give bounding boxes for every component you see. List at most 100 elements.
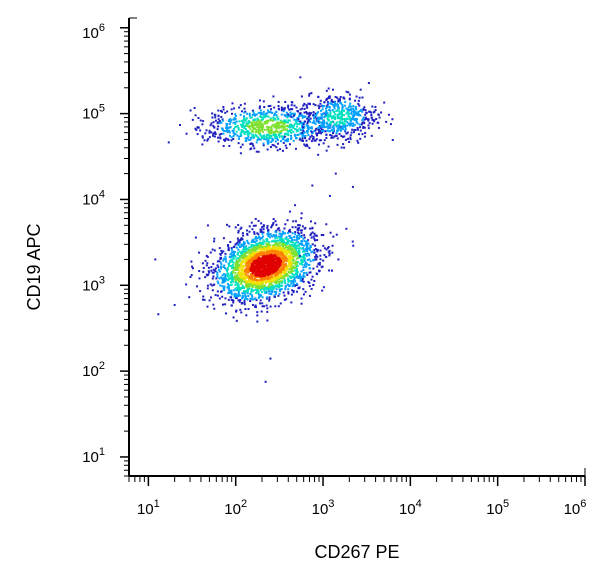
lower-population-dot [260,277,263,280]
upper-population-dot [256,124,259,127]
lower-population-dot [288,275,291,278]
upper-population-dot [242,124,245,127]
lower-population-dot [224,258,227,261]
lower-population-dot [214,294,217,297]
upper-population-dot [237,126,240,129]
lower-population-dot [242,261,245,264]
lower-population-dot [257,263,260,266]
lower-population-dot [315,253,318,256]
upper-population-dot [337,103,340,106]
lower-population-dot [284,253,287,256]
lower-population-dot [237,223,240,226]
upper-population-dot [319,132,322,135]
lower-population-dot [254,305,257,308]
lower-population-dot [280,249,283,252]
lower-population-dot [204,276,207,279]
lower-population-dot [280,244,283,247]
upper-population-dot [234,125,237,128]
lower-population-dot [300,270,303,273]
upper-population-dot [225,137,228,140]
upper-population-dot [255,124,258,127]
lower-population-dot [306,252,309,255]
upper-population-dot [274,133,277,136]
lower-population-dot [243,292,246,295]
lower-population-dot [262,224,265,227]
lower-population-dot [295,239,298,242]
lower-population-dot [261,259,264,262]
lower-population-dot [220,263,223,266]
upper-population-dot [282,129,285,132]
upper-population-dot [362,121,365,124]
upper-population-dot [297,133,300,136]
upper-population-dot [357,110,360,113]
upper-population-dot [336,117,339,120]
lower-population-dot [277,269,280,272]
lower-population-dot [262,228,265,231]
lower-population-dot [306,273,309,276]
outlier-dot [313,251,316,254]
upper-population-dot [237,128,240,131]
lower-population-dot [266,253,269,256]
upper-population-dot [302,115,305,118]
upper-population-dot [367,127,370,130]
lower-population-dot [251,272,254,275]
upper-population-dot [349,122,352,125]
lower-population-dot [272,246,275,249]
upper-population-dot [310,92,313,95]
lower-population-dot [265,243,268,246]
upper-population-dot [367,119,370,122]
lower-population-dot [282,243,285,246]
upper-population-dot [286,124,289,127]
lower-population-dot [279,275,282,278]
lower-population-dot [293,276,296,279]
lower-population-dot [228,225,231,228]
lower-population-dot [230,289,233,292]
lower-population-dot [265,254,268,257]
lower-population-dot [292,274,295,277]
upper-population-dot [243,119,246,122]
lower-population-dot [237,257,240,260]
lower-population-dot [252,280,255,283]
lower-population-dot [272,221,275,224]
lower-population-dot [296,254,299,257]
outlier-dot [328,194,331,197]
upper-population-dot [267,105,270,108]
upper-population-dot [354,113,357,116]
upper-population-dot [282,121,285,124]
lower-population-dot [266,259,269,262]
upper-population-dot [276,137,279,140]
upper-population-dot [362,107,365,110]
lower-population-dot [286,259,289,262]
upper-population-dot [367,124,370,127]
upper-population-dot [339,120,342,123]
upper-population-dot [349,108,352,111]
lower-population-dot [223,288,226,291]
lower-population-dot [263,268,266,271]
lower-population-dot [283,247,286,250]
lower-population-dot [196,285,199,288]
lower-population-dot [255,273,258,276]
lower-population-dot [302,293,305,296]
lower-population-dot [218,277,221,280]
lower-population-dot [257,235,260,238]
upper-population-dot [350,117,353,120]
lower-population-dot [261,296,264,299]
upper-population-dot [299,137,302,140]
lower-population-dot [284,267,287,270]
upper-population-dot [301,123,304,126]
upper-population-dot [337,108,340,111]
lower-population-dot [227,298,230,301]
upper-population-dot [283,135,286,138]
upper-population-dot [283,125,286,128]
outlier-dot [269,357,272,360]
upper-population-dot [321,105,324,108]
lower-population-dot [299,242,302,245]
upper-population-dot [349,134,352,137]
upper-population-dot [342,122,345,125]
lower-population-dot [242,276,245,279]
upper-population-dot [291,126,294,129]
upper-population-dot [295,118,298,121]
upper-population-dot [359,126,362,129]
upper-population-dot [334,117,337,120]
lower-population-dot [307,280,310,283]
